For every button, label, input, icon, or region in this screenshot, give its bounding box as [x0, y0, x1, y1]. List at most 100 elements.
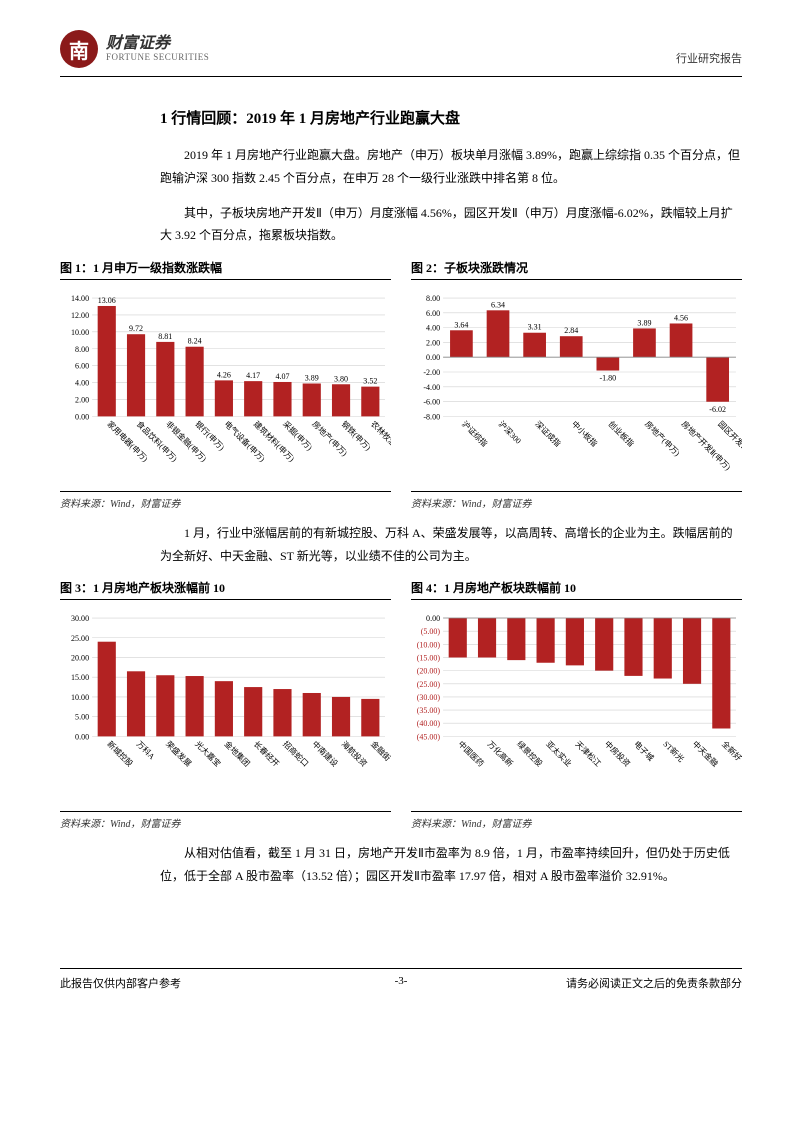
chart-title: 图 1：1 月申万一级指数涨跌幅 — [60, 259, 391, 280]
svg-text:海航投资: 海航投资 — [340, 739, 370, 769]
svg-text:中国医药: 中国医药 — [456, 739, 486, 769]
svg-text:(10.00): (10.00) — [417, 641, 441, 650]
svg-text:10.00: 10.00 — [71, 328, 89, 337]
svg-text:天津松江: 天津松江 — [573, 739, 603, 769]
svg-text:亚太实业: 亚太实业 — [544, 739, 574, 769]
svg-text:6.00: 6.00 — [75, 362, 89, 371]
svg-text:绿景控股: 绿景控股 — [515, 739, 545, 769]
svg-text:5.00: 5.00 — [75, 713, 89, 722]
svg-text:4.17: 4.17 — [246, 371, 260, 380]
svg-text:(40.00): (40.00) — [417, 720, 441, 729]
paragraph: 2019 年 1 月房地产行业跑赢大盘。房地产（申万）板块单月涨幅 3.89%，… — [160, 144, 742, 190]
chart-source: 资料来源：Wind，财富证券 — [60, 811, 391, 830]
svg-text:4.07: 4.07 — [275, 372, 289, 381]
chart-title: 图 2：子板块涨跌情况 — [411, 259, 742, 280]
svg-text:万化高新: 万化高新 — [486, 739, 516, 769]
svg-text:2.84: 2.84 — [564, 326, 578, 335]
paragraph: 其中，子板块房地产开发Ⅱ（申万）月度涨幅 4.56%，园区开发Ⅱ（申万）月度涨幅… — [160, 202, 742, 248]
svg-text:2.00: 2.00 — [75, 396, 89, 405]
svg-text:0.00: 0.00 — [426, 614, 440, 623]
svg-text:中南建设: 中南建设 — [310, 739, 340, 769]
svg-text:金地集团: 金地集团 — [222, 739, 252, 769]
chart-1: 图 1：1 月申万一级指数涨跌幅 0.00 2.00 4.00 6.00 8.00 10.… — [60, 259, 391, 510]
paragraph: 1 月，行业中涨幅居前的有新城控股、万科 A、荣盛发展等，以高周转、高增长的企业… — [160, 522, 742, 568]
svg-text:(35.00): (35.00) — [417, 706, 441, 715]
footer-page-number: -3- — [395, 975, 408, 987]
svg-text:(20.00): (20.00) — [417, 667, 441, 676]
svg-text:(25.00): (25.00) — [417, 680, 441, 689]
svg-text:4.56: 4.56 — [674, 314, 688, 323]
svg-text:-6.00: -6.00 — [423, 398, 440, 407]
svg-text:2.00: 2.00 — [426, 339, 440, 348]
svg-text:-6.02: -6.02 — [709, 405, 726, 414]
section-title: 1 行情回顾：2019 年 1 月房地产行业跑赢大盘 — [160, 107, 742, 128]
svg-text:4.26: 4.26 — [217, 371, 231, 380]
header-doc-type: 行业研究报告 — [676, 50, 742, 68]
svg-text:新城控股: 新城控股 — [105, 739, 135, 769]
footer-right: 请务必阅读正文之后的免责条款部分 — [566, 975, 742, 991]
svg-text:荣盛发展: 荣盛发展 — [164, 739, 194, 769]
svg-text:全新好: 全新好 — [720, 739, 742, 763]
svg-text:金融街: 金融街 — [369, 739, 391, 763]
paragraph: 从相对估值看，截至 1 月 31 日，房地产开发Ⅱ市盈率为 8.9 倍，1 月，… — [160, 842, 742, 888]
svg-text:中天金融: 中天金融 — [691, 739, 721, 769]
svg-text:深证成指: 深证成指 — [533, 419, 563, 449]
svg-text:12.00: 12.00 — [71, 311, 89, 320]
chart-svg: -8.00-6.00-4.00-2.000.002.004.006.008.00… — [411, 286, 742, 487]
page-header: 南 财富证券 FORTUNE SECURITIES 行业研究报告 — [60, 30, 742, 77]
svg-text:(15.00): (15.00) — [417, 654, 441, 663]
svg-text:4.00: 4.00 — [75, 379, 89, 388]
logo-text-cn: 财富证券 — [106, 35, 209, 53]
svg-text:0.00: 0.00 — [75, 413, 89, 422]
svg-text:房地产(申万): 房地产(申万) — [643, 419, 682, 458]
svg-text:9.72: 9.72 — [129, 324, 143, 333]
svg-text:20.00: 20.00 — [71, 654, 89, 663]
chart-source: 资料来源：Wind，财富证券 — [411, 491, 742, 510]
logo-icon: 南 — [60, 30, 98, 68]
svg-text:8.00: 8.00 — [75, 345, 89, 354]
svg-text:8.00: 8.00 — [426, 294, 440, 303]
chart-source: 资料来源：Wind，财富证券 — [411, 811, 742, 830]
svg-text:25.00: 25.00 — [71, 634, 89, 643]
chart-title: 图 3：1 月房地产板块涨幅前 10 — [60, 579, 391, 600]
chart-title: 图 4：1 月房地产板块跌幅前 10 — [411, 579, 742, 600]
svg-text:电子城: 电子城 — [632, 739, 656, 763]
svg-text:-4.00: -4.00 — [423, 383, 440, 392]
svg-text:3.64: 3.64 — [454, 320, 468, 329]
svg-text:创业板指: 创业板指 — [606, 419, 636, 449]
svg-text:30.00: 30.00 — [71, 614, 89, 623]
svg-text:中房投资: 中房投资 — [603, 739, 633, 769]
svg-text:0.00: 0.00 — [75, 733, 89, 742]
logo-block: 南 财富证券 FORTUNE SECURITIES — [60, 30, 209, 68]
svg-text:ST新光: ST新光 — [661, 739, 686, 764]
svg-text:-2.00: -2.00 — [423, 368, 440, 377]
svg-text:中小板指: 中小板指 — [570, 419, 600, 449]
chart-4: 图 4：1 月房地产板块跌幅前 10 (45.00)(40.00)(35.00)… — [411, 579, 742, 830]
chart-svg: 0.002.004.006.008.0010.0012.0014.0013.06… — [60, 286, 391, 487]
svg-text:-1.80: -1.80 — [599, 374, 616, 383]
chart-svg: 0.005.0010.0015.0020.0025.0030.00新城控股万科A… — [60, 606, 391, 807]
svg-text:10.00: 10.00 — [71, 693, 89, 702]
svg-text:(5.00): (5.00) — [421, 628, 441, 637]
svg-text:6.34: 6.34 — [491, 300, 505, 309]
chart-svg: (45.00)(40.00)(35.00)(30.00)(25.00)(20.0… — [411, 606, 742, 807]
page-footer: 此报告仅供内部客户参考 -3- 请务必阅读正文之后的免责条款部分 — [60, 968, 742, 991]
svg-text:(30.00): (30.00) — [417, 693, 441, 702]
svg-text:6.00: 6.00 — [426, 309, 440, 318]
svg-text:3.80: 3.80 — [334, 374, 348, 383]
chart-source: 资料来源：Wind，财富证券 — [60, 491, 391, 510]
svg-text:13.06: 13.06 — [98, 296, 116, 305]
footer-left: 此报告仅供内部客户参考 — [60, 975, 181, 991]
svg-text:沪证综指: 沪证综指 — [460, 419, 490, 449]
svg-text:3.31: 3.31 — [528, 323, 542, 332]
logo-text-en: FORTUNE SECURITIES — [106, 53, 209, 63]
svg-text:-8.00: -8.00 — [423, 413, 440, 422]
svg-text:3.89: 3.89 — [305, 374, 319, 383]
svg-text:15.00: 15.00 — [71, 674, 89, 683]
svg-text:光大嘉宝: 光大嘉宝 — [193, 739, 223, 769]
svg-text:3.52: 3.52 — [363, 377, 377, 386]
svg-text:招商蛇口: 招商蛇口 — [281, 739, 311, 769]
svg-text:4.00: 4.00 — [426, 324, 440, 333]
svg-text:3.89: 3.89 — [637, 319, 651, 328]
svg-text:农林牧渔(申万): 农林牧渔(申万) — [369, 419, 391, 464]
